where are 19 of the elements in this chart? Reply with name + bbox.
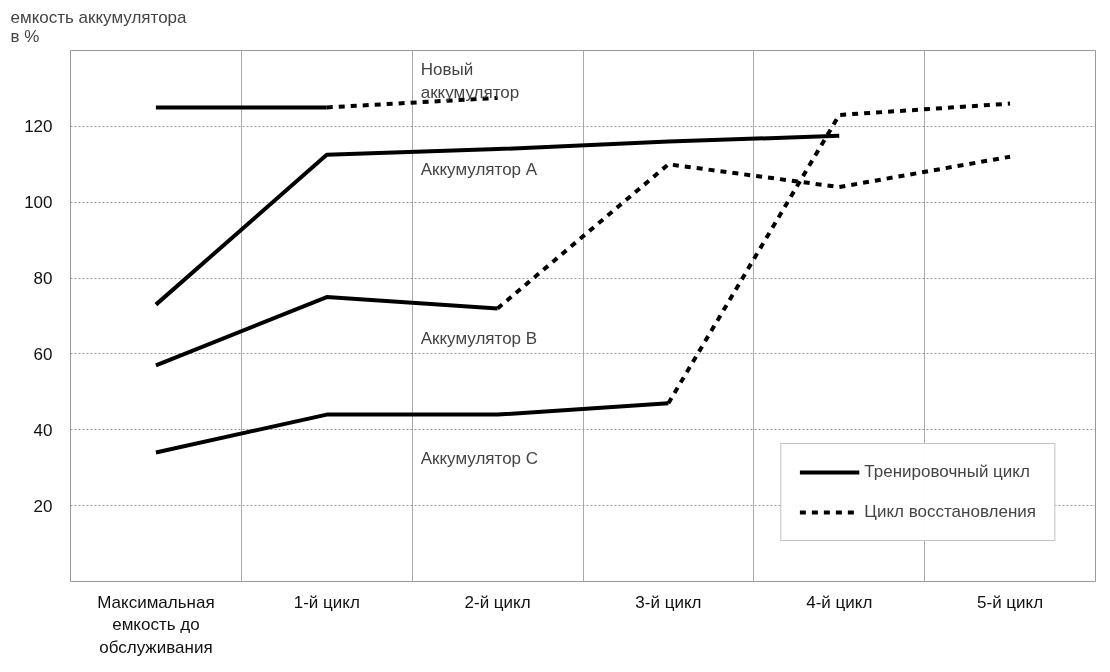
annotation: Аккумулятор B — [420, 329, 538, 349]
annotation: Аккумулятор A — [420, 160, 538, 180]
annotation: Новый аккумулятор — [420, 59, 520, 102]
x-tick-label: 4-й цикл — [806, 592, 873, 612]
y-tick-label: 60 — [33, 344, 53, 364]
x-tick-label: 2-й цикл — [464, 592, 531, 612]
x-tick-label: 5-й цикл — [977, 592, 1044, 612]
y-tick-label: 120 — [24, 117, 53, 137]
x-tick-label: 1-й цикл — [293, 592, 360, 612]
y-tick-label: 80 — [33, 269, 53, 289]
legend-label: Тренировочный цикл — [864, 462, 1030, 482]
y-tick-label: 40 — [33, 420, 53, 440]
annotation: Аккумулятор C — [420, 448, 539, 468]
y-tick-label: 100 — [24, 193, 53, 213]
x-tick-label: Максимальная емкость до обслуживания — [97, 592, 215, 658]
y-tick-label: 20 — [33, 496, 53, 516]
legend-label: Цикл восстановления — [864, 502, 1036, 522]
y-axis-title: емкость аккумулятора в % — [10, 7, 188, 46]
x-tick-label: 3-й цикл — [635, 592, 702, 612]
